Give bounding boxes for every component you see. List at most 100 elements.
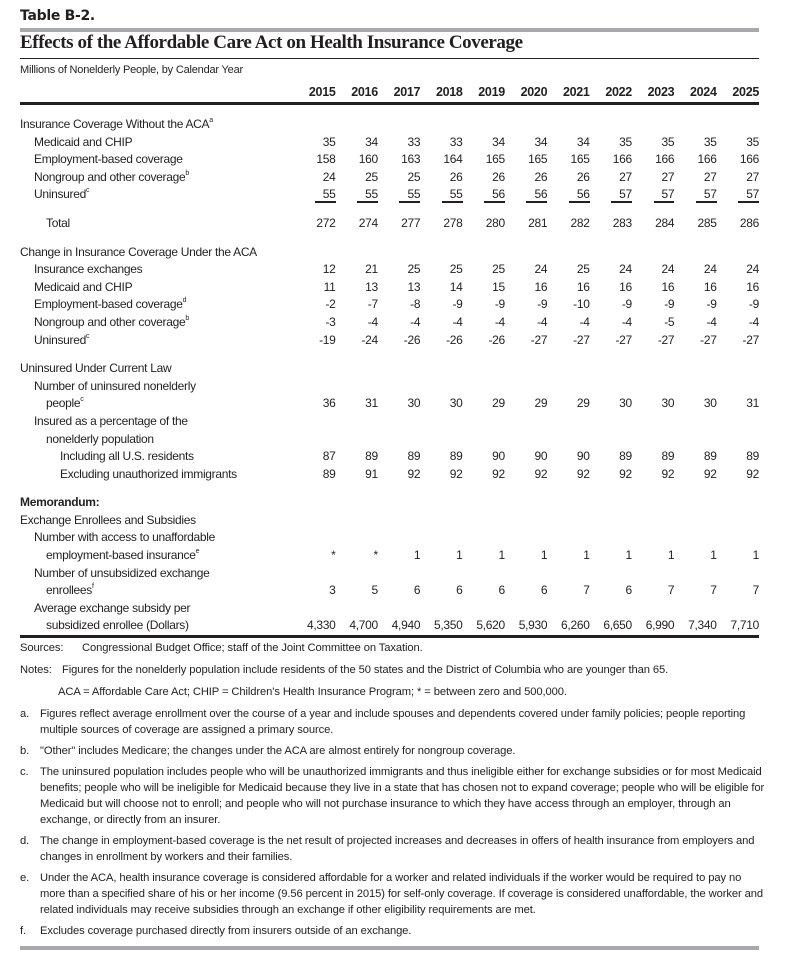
value-cell: 6,650 [589,617,632,639]
value-cell: 165 [485,152,505,167]
notes-label: Notes: [20,664,52,676]
value: 55 [314,187,336,204]
row-label: Including all U.S. residents [20,448,293,466]
value-cell: -27 [615,332,632,347]
value-cell: 25 [492,262,505,277]
footnote-marker: a [209,117,213,124]
footnote-letter: d. [20,835,30,847]
row-label-text: Employment-based coverage [34,297,183,312]
value-cell: 12 [322,262,336,277]
row-label: Uninsuredc [20,186,293,204]
footnote-letter: a. [20,708,30,720]
row-label: subsidized enrollee (Dollars) [20,617,294,639]
value-cell: 21 [365,262,378,277]
value-cell: -9 [706,297,717,312]
memorandum-heading: Memorandum: [20,495,100,510]
value-cell: -4 [494,314,505,329]
value-cell [632,431,674,449]
value-cell: 286 [739,215,759,230]
value-cell: 272 [316,215,336,230]
value-cell: -4 [706,314,717,329]
footnote-marker: c [86,332,90,340]
spacer-cell [20,104,759,117]
value-cell: 4,940 [377,617,421,639]
value-cell [547,431,589,449]
row-label: Nongroup and other coverageb [20,169,293,187]
table-row: subsidized enrollee (Dollars) 4,330 4,700 4… [20,617,759,639]
spacer-row [20,204,759,215]
value-cell: 27 [661,169,675,184]
value-cell: 1 [456,548,463,563]
value-cell: 56 [505,186,548,204]
row-label-text: Medicaid and CHIP [34,134,133,149]
value-cell [717,565,759,583]
value-cell: 282 [570,215,590,230]
value-cell: 36 [322,396,336,411]
value-cell: 92 [576,466,590,481]
value-cell: 25 [365,169,378,184]
row-label: Number with access to unaffordable [20,529,293,547]
value-cell: 35 [322,134,336,149]
spacer-cell [20,233,759,244]
value-cell: 92 [619,466,632,481]
row-label: Medicaid and CHIP [20,279,293,297]
value-cell [505,529,547,547]
value-cell: 57 [590,186,632,204]
value-cell: 90 [492,449,505,464]
value-cell [463,431,505,449]
value-cell: 30 [407,396,421,411]
value-cell: 89 [619,449,632,464]
value-cell: 274 [358,215,378,230]
value-cell: -4 [537,314,548,329]
value-cell: 6 [413,583,421,598]
row-label-text: Nongroup and other coverage [34,314,186,329]
value-cell: -8 [410,297,421,312]
spacer-cell [20,204,759,215]
section-title: Change in Insurance Coverage Under the A… [20,244,759,262]
section-title-text: Insurance Coverage Without the ACA [20,117,210,131]
value-cell: 1 [752,548,760,563]
value-cell: 35 [661,134,675,149]
row-label: Nongroup and other coverageb [20,314,293,332]
year-header: 2021 [547,82,590,105]
value-cell [590,600,632,618]
value-cell: 1 [498,548,506,563]
header-blank [20,82,294,105]
year-header: 2015 [293,82,336,105]
value-cell [590,431,632,449]
value-cell [674,565,716,583]
value-cell [378,529,420,547]
value-cell: -4 [410,314,421,329]
value-cell [717,378,759,396]
value-cell: 24 [746,262,759,277]
value-cell: 24 [619,262,632,277]
value-cell: 281 [528,215,548,230]
row-label-text: enrollees [46,583,92,598]
value-cell: 26 [534,169,548,184]
section-title-row: Uninsured Under Current Law [20,360,759,378]
footnote-letter: c. [20,766,29,778]
value-cell: 166 [739,152,759,167]
year-header: 2016 [335,82,378,105]
table-row: nonelderly population [20,431,759,449]
value-cell [717,431,759,449]
value-cell: 89 [746,449,759,464]
value: 57 [653,187,675,204]
footnote-marker: d [182,297,187,305]
value-cell [674,413,716,431]
subtitle: Millions of Nonelderly People, by Calend… [20,64,243,76]
value-cell: 92 [703,466,717,481]
value-cell: 158 [316,152,336,167]
value-cell: 89 [407,449,421,464]
table-row: Employment-based coverage 158 160 163 164 165… [20,151,759,169]
table-row-label-line: Number of unsubsidized exchange [20,565,759,583]
row-label: Insurance exchanges [20,261,293,279]
value: 57 [738,187,759,204]
value-cell [336,565,378,583]
row-label: peoplec [20,395,293,413]
value-cell: * [331,548,336,563]
value-cell: 26 [492,169,505,184]
row-label: Number of unsubsidized exchange [20,565,293,583]
value-cell [505,378,547,396]
